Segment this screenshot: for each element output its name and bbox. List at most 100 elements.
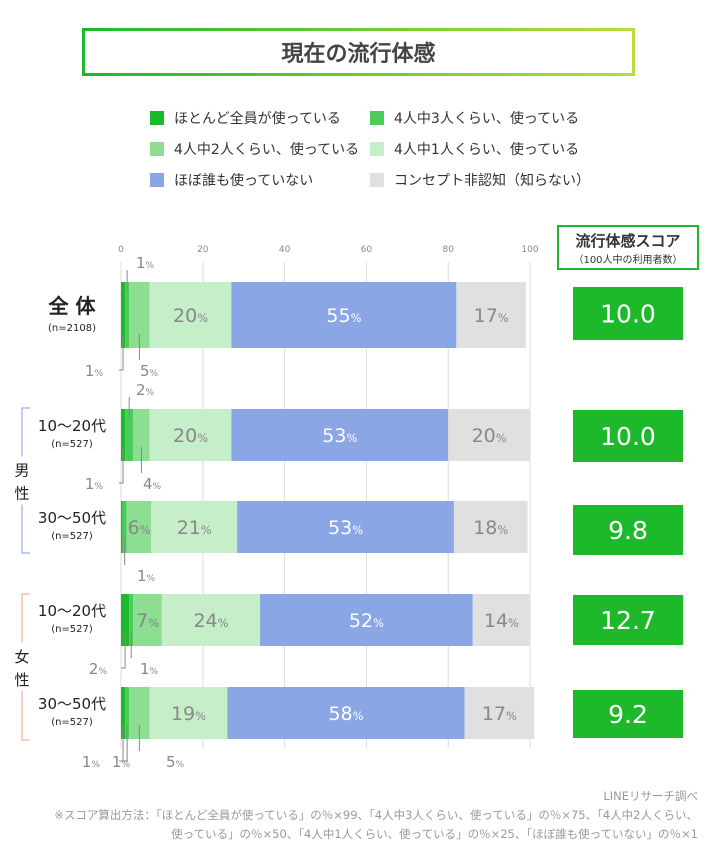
bar-segment bbox=[129, 687, 150, 739]
legend-item: 4人中3人くらい、使っている bbox=[370, 108, 590, 128]
data-label: 6% bbox=[128, 517, 151, 539]
legend-label: 4人中1人くらい、使っている bbox=[394, 142, 580, 158]
leader-line bbox=[119, 725, 124, 762]
bar-segment bbox=[260, 594, 473, 646]
leader-line bbox=[121, 632, 126, 669]
bar-segment bbox=[133, 409, 150, 461]
score-value: 10.0 bbox=[600, 422, 656, 451]
legend-label: 4人中2人くらい、使っている bbox=[174, 142, 360, 158]
x-tick-label: 20 bbox=[197, 245, 209, 255]
bar-segment bbox=[129, 282, 150, 348]
score-header: 流行体感スコア （100人中の利用者数） bbox=[557, 225, 699, 270]
data-label: 2% bbox=[89, 660, 108, 678]
data-label: 52% bbox=[349, 610, 384, 632]
score-header-subtitle: （100人中の利用者数） bbox=[573, 255, 683, 266]
bar-segment bbox=[149, 282, 232, 348]
data-label: 1% bbox=[85, 475, 104, 493]
bar-segment bbox=[456, 282, 526, 348]
data-label: 20% bbox=[173, 425, 208, 447]
bar-segment bbox=[121, 501, 123, 553]
data-label: 1% bbox=[82, 753, 101, 771]
score-value: 10.0 bbox=[600, 300, 656, 329]
score-box bbox=[573, 595, 683, 645]
score-header-title: 流行体感スコア bbox=[575, 232, 681, 250]
bar-segment bbox=[126, 501, 152, 553]
data-label: 53% bbox=[328, 517, 363, 539]
score-box bbox=[573, 690, 683, 738]
bar-segment bbox=[125, 409, 134, 461]
source-text: LINEリサーチ調べ bbox=[603, 789, 698, 803]
bar-segment bbox=[121, 409, 126, 461]
legend-item: コンセプト非認知（知らない） bbox=[370, 170, 590, 190]
group-label-char: 女 bbox=[14, 648, 29, 666]
x-tick-label: 0 bbox=[118, 245, 124, 255]
row-label: 30〜50代 bbox=[38, 695, 106, 713]
legend-item: ほぼ誰も使っていない bbox=[150, 170, 370, 190]
data-label: 53% bbox=[322, 425, 357, 447]
bar-segment bbox=[133, 594, 162, 646]
score-value: 9.2 bbox=[608, 700, 648, 729]
score-box bbox=[573, 287, 683, 340]
row-n: (n=527) bbox=[51, 717, 93, 728]
data-label: 1% bbox=[85, 362, 104, 380]
bar-segment bbox=[227, 687, 465, 739]
data-label: 20% bbox=[472, 425, 507, 447]
legend-label: コンセプト非認知（知らない） bbox=[394, 173, 590, 189]
bar-segment bbox=[149, 409, 232, 461]
data-label: 17% bbox=[474, 305, 509, 327]
x-tick-label: 100 bbox=[521, 245, 538, 255]
data-label: 24% bbox=[193, 610, 228, 632]
score-value: 12.7 bbox=[600, 606, 656, 635]
row-label: 30〜50代 bbox=[38, 509, 106, 527]
bar-segment bbox=[161, 594, 261, 646]
legend-label: ほぼ誰も使っていない bbox=[174, 173, 314, 189]
data-label: 19% bbox=[171, 703, 206, 725]
bar-segment bbox=[121, 687, 126, 739]
legend-swatch bbox=[150, 142, 164, 156]
group-bracket bbox=[21, 593, 30, 643]
group-bracket bbox=[21, 691, 30, 741]
leader-line bbox=[123, 725, 128, 762]
score-value: 9.8 bbox=[608, 516, 648, 545]
row-n: (n=527) bbox=[51, 624, 93, 635]
score-method-note-2: 使っている」の％×50、「4人中1人くらい、使っている」の％×25、「ほぼ誰も使… bbox=[171, 827, 698, 841]
bar-segment bbox=[231, 409, 449, 461]
legend-swatch bbox=[370, 111, 384, 125]
data-label: 20% bbox=[173, 305, 208, 327]
legend-swatch bbox=[370, 142, 384, 156]
data-label: 1% bbox=[112, 753, 131, 771]
row-label: 全 体 bbox=[48, 294, 97, 318]
legend-item: 4人中1人くらい、使っている bbox=[370, 139, 590, 159]
bar-segment bbox=[149, 687, 228, 739]
data-label: 14% bbox=[484, 610, 519, 632]
bar-segment bbox=[231, 282, 457, 348]
group-bracket bbox=[21, 407, 30, 457]
leader-line bbox=[119, 447, 124, 484]
group-bracket bbox=[21, 504, 30, 554]
row-n: (n=2108) bbox=[48, 323, 96, 334]
data-label: 21% bbox=[177, 517, 212, 539]
data-label: 5% bbox=[166, 753, 185, 771]
row-label: 10〜20代 bbox=[38, 417, 106, 435]
data-label: 7% bbox=[136, 610, 159, 632]
legend-swatch bbox=[370, 173, 384, 187]
score-box bbox=[573, 410, 683, 462]
data-label: 2% bbox=[136, 381, 155, 399]
group-label-char: 男 bbox=[14, 462, 29, 480]
data-label: 1% bbox=[140, 660, 159, 678]
score-method-note: ※スコア算出方法：「ほとんど全員が使っている」の％×99、「4人中3人くらい、使… bbox=[54, 808, 698, 822]
data-label: 58% bbox=[328, 703, 363, 725]
row-n: (n=527) bbox=[51, 531, 93, 542]
bar-segment bbox=[121, 282, 126, 348]
bar-segment bbox=[121, 594, 130, 646]
x-tick-label: 80 bbox=[442, 245, 454, 255]
bar-segment bbox=[237, 501, 454, 553]
data-label: 5% bbox=[140, 362, 159, 380]
row-n: (n=527) bbox=[51, 439, 93, 450]
bar-segment bbox=[151, 501, 238, 553]
bar-segment bbox=[464, 687, 535, 739]
legend-swatch bbox=[150, 111, 164, 125]
legend: ほとんど全員が使っている 4人中3人くらい、使っている 4人中2人くらい、使って… bbox=[150, 108, 590, 190]
group-label-char: 性 bbox=[14, 485, 29, 503]
